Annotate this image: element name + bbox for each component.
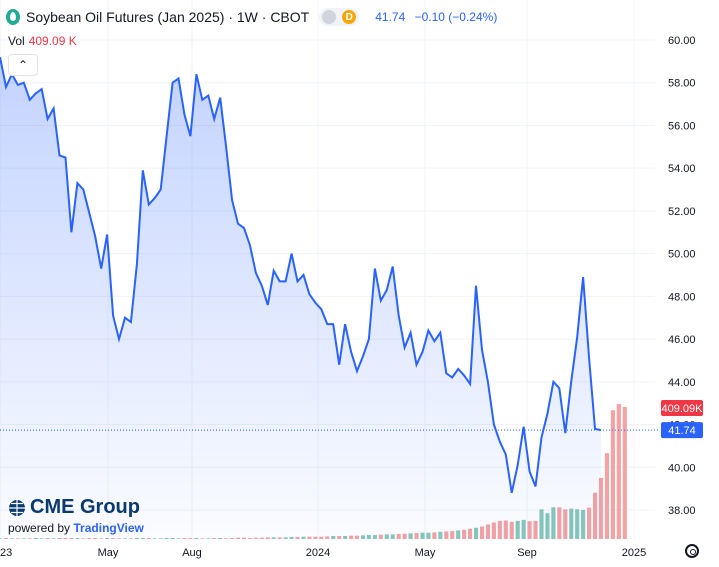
settings-gear-icon[interactable]: [685, 544, 699, 558]
volume-legend: Vol 409.09 K: [8, 34, 77, 48]
y-tick-label: 46.00: [668, 334, 696, 346]
powered-by[interactable]: powered by TradingView: [8, 521, 144, 535]
volume-tag-bg: [661, 400, 703, 416]
powered-by-text: powered by: [8, 521, 71, 535]
volume-tag: 409.09K: [662, 403, 704, 415]
chevron-up-icon: ⌃: [17, 58, 29, 72]
price-line: [0, 56, 602, 494]
tradingview-text: TradingView: [73, 521, 144, 535]
volume-bar: [610, 410, 615, 539]
price-change: −0.10 (−0.24%): [414, 10, 498, 24]
y-tick-label: 50.00: [668, 249, 696, 261]
x-axis: 2023 May Aug 2024 May Sep 2025: [0, 547, 646, 559]
x-tick-label: 2025: [622, 547, 646, 559]
branding: CME Group powered by TradingView: [8, 496, 144, 535]
y-tick-label: 38.00: [668, 505, 696, 517]
volume-bar: [616, 404, 621, 539]
globe-icon: [9, 499, 25, 516]
y-tick-label: 48.00: [668, 291, 696, 303]
x-tick-label: Sep: [517, 547, 537, 559]
volume-value: 409.09 K: [28, 34, 77, 48]
chart-header: Soybean Oil Futures (Jan 2025) · 1W · CB…: [6, 6, 503, 28]
volume-bar: [622, 406, 627, 539]
x-tick-label: May: [98, 547, 119, 559]
y-tick-label: 58.00: [668, 78, 696, 90]
cme-group-text: CME Group: [30, 496, 140, 518]
market-status-icon: [322, 10, 337, 24]
status-badges[interactable]: D: [319, 8, 360, 26]
collapse-legend-button[interactable]: ⌃: [8, 54, 38, 76]
soybean-oil-logo-icon: [6, 9, 20, 25]
price-area: [0, 57, 601, 539]
y-tick-label: 60.00: [668, 35, 696, 47]
cme-group-logo[interactable]: CME Group: [8, 496, 144, 519]
symbol-title[interactable]: Soybean Oil Futures (Jan 2025) · 1W · CB…: [26, 9, 310, 25]
quote: 41.74 −0.10 (−0.24%): [375, 10, 503, 24]
volume-label: Vol: [8, 34, 25, 48]
y-tick-label: 44.00: [668, 377, 696, 389]
x-tick-label: Aug: [182, 547, 202, 559]
y-tick-label: 52.00: [668, 206, 696, 218]
x-tick-label: 2024: [306, 547, 330, 559]
y-tick-label: 56.00: [668, 120, 696, 132]
y-axis: 60.00 58.00 56.00 54.00 52.00 50.00 48.00 46.00…: [668, 35, 696, 517]
last-price-tag: 41.74: [668, 425, 696, 437]
y-tick-label: 40.00: [668, 462, 696, 474]
last-price: 41.74: [375, 10, 406, 24]
x-tick-label: May: [415, 547, 436, 559]
x-tick-label: 2023: [0, 547, 12, 559]
last-price-tag-bg: [661, 422, 703, 439]
y-tick-label: 54.00: [668, 163, 696, 175]
volume-bar: [604, 453, 610, 539]
price-tags: 409.09K 41.74: [661, 400, 704, 439]
delayed-badge: D: [342, 10, 357, 24]
